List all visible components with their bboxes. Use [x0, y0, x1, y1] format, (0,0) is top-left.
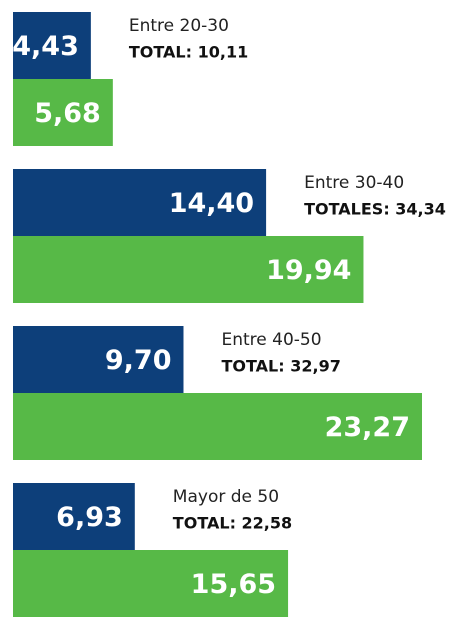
bar: [13, 393, 422, 460]
bar: [13, 550, 289, 617]
group-total: TOTAL: 32,97: [221, 357, 340, 376]
group-title: Entre 40-50: [221, 330, 321, 350]
value-label: 23,27: [325, 412, 410, 443]
value-label: 5,68: [34, 98, 101, 129]
bar: [13, 236, 364, 303]
bar: [13, 169, 267, 236]
value-label: 4,43: [12, 31, 79, 62]
bar: [13, 483, 135, 550]
group-total: TOTALES: 34,34: [304, 200, 446, 219]
group-total: TOTAL: 10,11: [129, 43, 248, 62]
value-label: 19,94: [266, 255, 351, 286]
group-title: Entre 30-40: [304, 173, 404, 193]
bar: [13, 326, 184, 393]
value-label: 15,65: [191, 569, 276, 600]
value-label: 14,40: [169, 188, 254, 219]
bar: [13, 12, 91, 79]
value-label: 6,93: [56, 502, 123, 533]
group-title: Mayor de 50: [173, 487, 279, 507]
group-total: TOTAL: 22,58: [173, 514, 292, 533]
value-label: 9,70: [105, 345, 172, 376]
group-title: Entre 20-30: [129, 16, 229, 36]
bar: [13, 79, 113, 146]
